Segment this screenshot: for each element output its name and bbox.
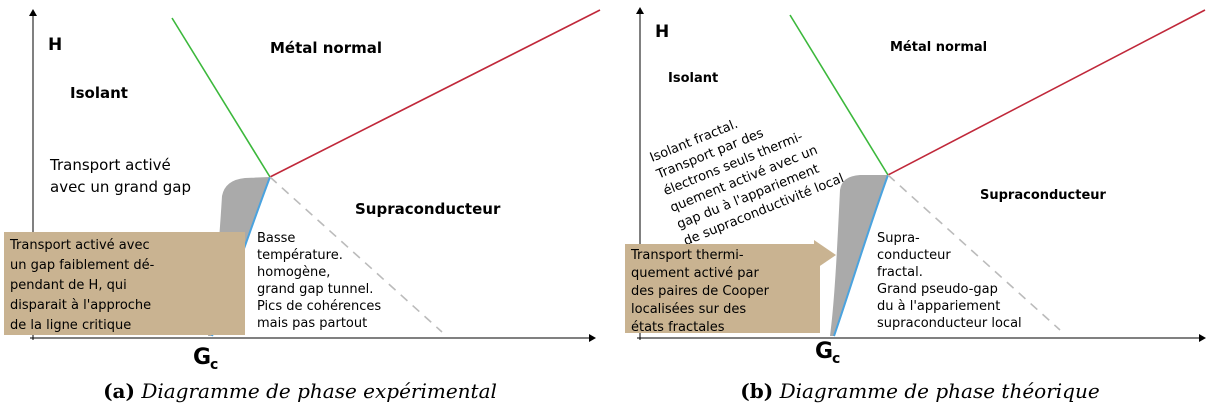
note-line: un gap faiblement dé-	[10, 258, 155, 273]
region-label: Métal normal	[890, 40, 987, 55]
dashed-line	[269, 176, 443, 333]
note-line: Transport activé avec	[9, 238, 150, 253]
axis-label: H	[655, 22, 669, 42]
note-line: quement activé par	[631, 266, 759, 281]
note-line: température.	[257, 248, 343, 263]
region-label: Isolant	[70, 84, 128, 102]
note-line: Transport thermi-	[630, 248, 744, 263]
note-line: disparait à l'approche	[10, 298, 151, 313]
critical-line	[833, 174, 889, 337]
metal-sc-line	[887, 9, 1206, 176]
note-line: Supra-	[877, 231, 920, 246]
insulator-metal-line	[171, 17, 271, 178]
region-label: Métal normal	[270, 39, 382, 57]
note-line: Grand pseudo-gap	[877, 282, 998, 297]
insulator-metal-line	[789, 14, 889, 176]
note-box	[4, 232, 245, 335]
metal-sc-line	[269, 9, 601, 178]
note-line: fractal.	[877, 265, 923, 280]
dashed-line	[887, 174, 1061, 331]
caption: (a) Diagramme de phase expérimental	[103, 379, 497, 403]
note-line: homogène,	[257, 265, 330, 280]
caption: (b) Diagramme de phase théorique	[740, 379, 1099, 403]
caption-text: Diagramme de phase expérimental	[140, 379, 497, 403]
note-line: conducteur	[877, 248, 951, 263]
caption-label: (a)	[103, 379, 135, 403]
note-line: du à l'appariement	[877, 299, 1000, 314]
region-label: Isolant	[668, 71, 718, 86]
note-line: pendant de H, qui	[10, 278, 127, 293]
axis-label: H	[48, 35, 62, 55]
caption-label: (b)	[740, 379, 773, 403]
gc-subscript: c	[832, 351, 840, 367]
arrow	[788, 240, 836, 270]
note-box	[625, 244, 820, 333]
region-label: Supraconducteur	[980, 188, 1107, 203]
note-line: Transport activé	[49, 156, 171, 174]
note-line: Basse	[257, 231, 295, 246]
gc-label: G	[193, 345, 211, 370]
note-line: Pics de cohérences	[257, 299, 381, 314]
note-line: états fractales	[631, 320, 725, 335]
region-label: Supraconducteur	[355, 200, 501, 218]
note-line: supraconducteur local	[877, 316, 1022, 331]
note-line: des paires de Cooper	[631, 284, 770, 299]
insulator-note: Isolant fractal.Transport par desélectro…	[648, 117, 846, 249]
insulator-note: Transport activé avec un grand gap	[49, 156, 191, 196]
note-line: de la ligne critique	[10, 318, 131, 333]
caption-text: Diagramme de phase théorique	[779, 379, 1100, 403]
note-line: localisées sur des	[631, 302, 746, 317]
note-line: grand gap tunnel.	[257, 282, 373, 297]
gc-subscript: c	[210, 357, 218, 373]
note-line: mais pas partout	[257, 316, 367, 331]
note-line: avec un grand gap	[50, 178, 191, 196]
arrow	[178, 240, 240, 270]
gc-label: G	[815, 339, 833, 364]
